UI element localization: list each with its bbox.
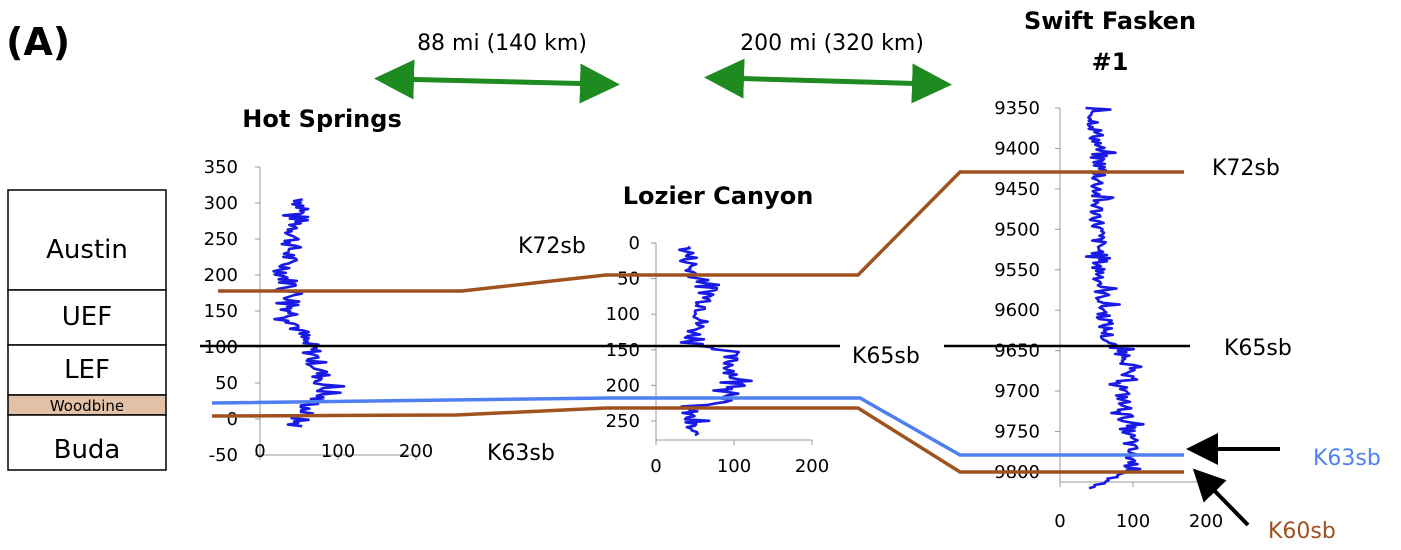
y-tick-label: 350 <box>204 157 238 178</box>
y-tick-label: 300 <box>204 193 238 214</box>
x-tick-label: 200 <box>795 456 829 477</box>
k63-label-right: K63sb <box>1313 446 1381 471</box>
y-tick-label: 9750 <box>994 422 1040 443</box>
y-tick-label: 9650 <box>994 341 1040 362</box>
k60-label-right: K60sb <box>1268 519 1336 544</box>
y-tick-label: 150 <box>204 301 238 322</box>
y-tick-label: 200 <box>606 375 640 396</box>
swift-fasken-log-trace <box>1084 106 1145 490</box>
y-tick-label: -50 <box>209 445 238 466</box>
y-tick-label: 250 <box>606 411 640 432</box>
x-tick-label: 0 <box>650 456 661 477</box>
k63-label-hot-springs: K63sb <box>487 441 555 466</box>
unit-woodbine-label: Woodbine <box>50 397 124 415</box>
unit-uef-box <box>7 289 167 346</box>
y-tick-label: 0 <box>227 409 238 430</box>
distance-label-left: 88 mi (140 km) <box>417 31 587 56</box>
x-tick-label: 200 <box>399 441 433 462</box>
k65-label-right: K65sb <box>1224 336 1292 361</box>
k63-surface-line <box>211 396 1184 457</box>
well-title-swift-fasken-line1: Swift Fasken <box>1024 7 1196 35</box>
y-tick-label: 9400 <box>994 138 1040 159</box>
k60-surface-line <box>211 406 1184 474</box>
k60-pointer-arrow <box>1192 468 1250 527</box>
unit-buda-label: Buda <box>54 435 121 465</box>
hot-springs-axes: 350 300 250 200 150 100 50 0 -50 0 100 200 <box>204 157 434 466</box>
unit-austin-label: Austin <box>46 235 128 265</box>
strat-column: Austin UEF LEF Woodbine Buda <box>7 189 167 471</box>
y-tick-label: 9700 <box>994 381 1040 402</box>
y-tick-label: 9600 <box>994 300 1040 321</box>
distance-arrow-left <box>374 59 620 104</box>
y-tick-label: 9350 <box>994 98 1040 119</box>
y-tick-label: 9450 <box>994 179 1040 200</box>
x-tick-label: 100 <box>1116 511 1150 532</box>
y-tick-label: 250 <box>204 229 238 250</box>
y-tick-label: 50 <box>215 373 238 394</box>
y-tick-label: 0 <box>629 233 640 254</box>
unit-lef-box <box>7 344 167 396</box>
k72-label-lozier: K72sb <box>518 234 586 259</box>
lozier-canyon-axes: 0 50 100 150 200 250 0 100 200 <box>606 233 830 477</box>
y-tick-label: 9500 <box>994 219 1040 240</box>
unit-austin-box <box>7 189 167 291</box>
well-title-hot-springs: Hot Springs <box>242 105 401 133</box>
k65-label-middle: K65sb <box>852 344 920 369</box>
x-tick-label: 100 <box>321 441 355 462</box>
well-title-swift-fasken-line2: #1 <box>1092 48 1129 76</box>
panel-label: (A) <box>6 20 70 64</box>
unit-buda-box <box>7 414 167 471</box>
x-tick-label: 0 <box>1054 511 1065 532</box>
x-tick-label: 200 <box>1189 511 1223 532</box>
y-tick-label: 50 <box>617 269 640 290</box>
y-tick-label: 9550 <box>994 260 1040 281</box>
distance-arrow-right <box>704 58 952 104</box>
x-tick-label: 100 <box>717 456 751 477</box>
unit-uef-label: UEF <box>62 302 112 332</box>
y-tick-label: 100 <box>204 337 238 358</box>
k72-label-swift: K72sb <box>1212 156 1280 181</box>
hot-springs-log-trace <box>272 198 346 428</box>
x-tick-label: 0 <box>254 441 265 462</box>
lozier-canyon-log-trace <box>677 245 753 437</box>
well-title-lozier-canyon: Lozier Canyon <box>623 182 814 210</box>
distance-label-right: 200 mi (320 km) <box>740 31 924 56</box>
y-tick-label: 100 <box>606 304 640 325</box>
y-tick-label: 150 <box>606 340 640 361</box>
k72-surface-line <box>218 170 1184 293</box>
y-tick-label: 200 <box>204 265 238 286</box>
unit-lef-label: LEF <box>64 355 110 385</box>
